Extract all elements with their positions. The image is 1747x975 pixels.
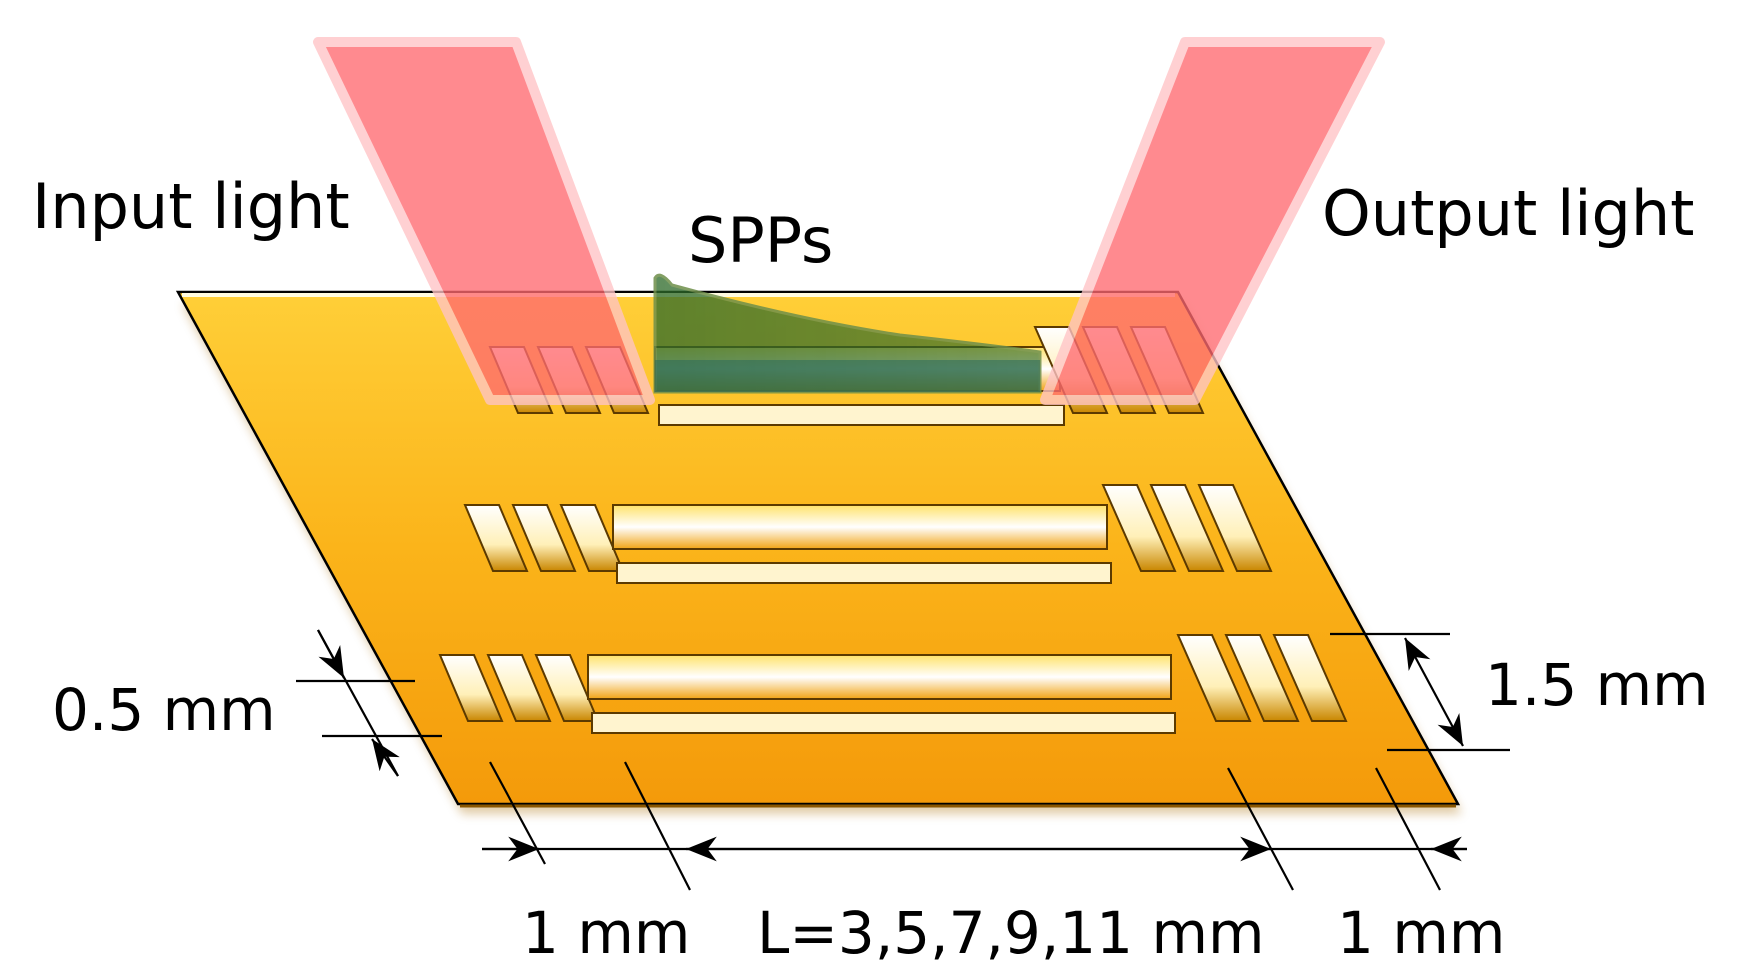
spp-label: SPPs (688, 204, 833, 277)
input-light-beam (313, 37, 655, 405)
grating-slot-left (486, 654, 552, 722)
grating-slot-right (1101, 484, 1177, 572)
waveguide-slot (587, 654, 1172, 700)
input-light-label: Input light (32, 170, 350, 243)
length-label: L=3,5,7,9,11 mm (757, 899, 1265, 967)
output-light-label: Output light (1322, 177, 1694, 250)
waveguide-slot-floor (658, 404, 1065, 426)
grating-slot-right (1272, 634, 1348, 722)
waveguide-row (463, 484, 1273, 584)
waveguide-slot-floor (616, 562, 1112, 584)
spp-wave-base (655, 360, 1040, 392)
grating-slot-right (1224, 634, 1300, 722)
grating-slot-left (438, 654, 504, 722)
waveguide-row (438, 634, 1348, 734)
grating-slot-left (463, 504, 529, 572)
grating-right-label: 1 mm (1337, 899, 1505, 967)
grating-slot-right (1149, 484, 1225, 572)
grating-slot-right (1176, 634, 1252, 722)
spacing-label: 1.5 mm (1485, 651, 1709, 719)
waveguide-slot-floor (591, 712, 1176, 734)
grating-slot-left (511, 504, 577, 572)
grating-slot-right (1197, 484, 1273, 572)
dimension-lines (296, 629, 1510, 891)
output-light-beam (1040, 37, 1385, 405)
thickness-label: 0.5 mm (52, 676, 276, 744)
waveguide-slot (612, 504, 1108, 550)
grating-left-label: 1 mm (522, 899, 690, 967)
